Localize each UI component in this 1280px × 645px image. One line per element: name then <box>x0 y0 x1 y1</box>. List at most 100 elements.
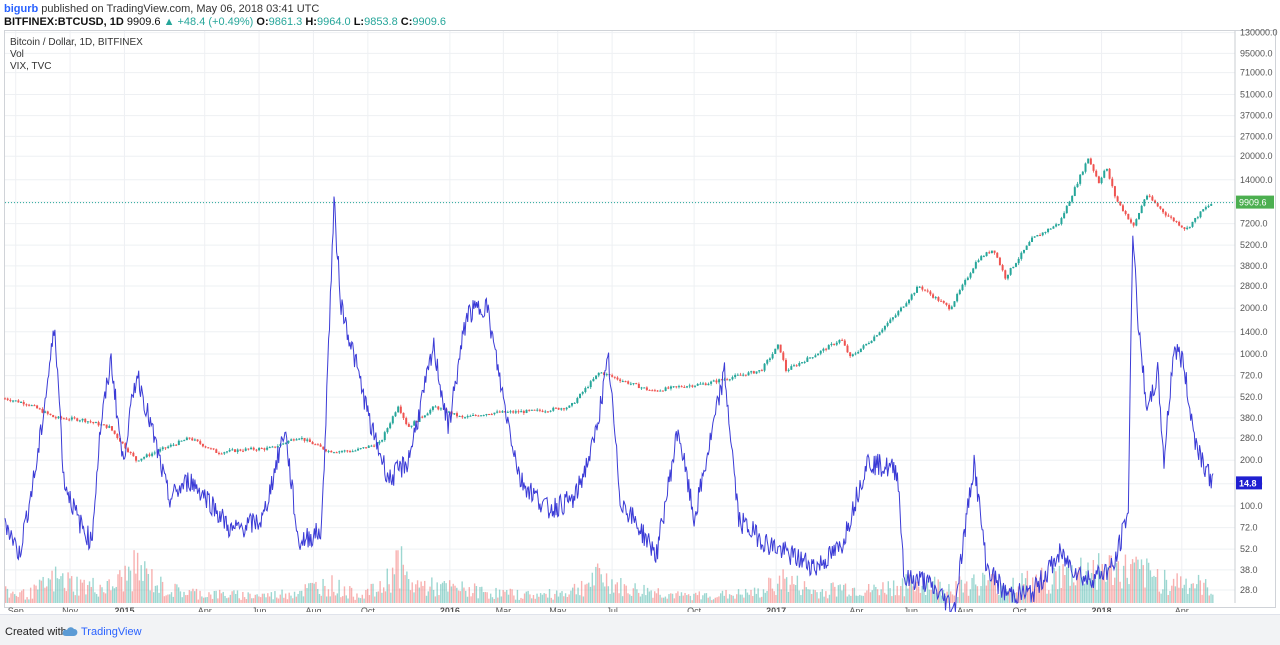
price-candle <box>44 411 47 413</box>
volume-bar <box>258 596 260 603</box>
volume-bar <box>502 589 504 603</box>
volume-bar <box>850 595 852 603</box>
volume-bar <box>37 589 39 603</box>
price-candle <box>958 290 961 295</box>
volume-bar <box>985 585 988 603</box>
price-candle <box>268 447 271 449</box>
tradingview-link[interactable]: TradingView <box>81 626 142 638</box>
volume-bar <box>1048 590 1050 603</box>
price-candle <box>576 398 579 403</box>
price-candle <box>70 417 73 420</box>
volume-bar <box>539 593 542 603</box>
price-candle <box>62 418 65 420</box>
price-candle <box>611 375 614 377</box>
volume-bar <box>46 586 48 603</box>
footer-bar: Created with TradingView <box>0 614 1280 645</box>
x-tick-label: Oct <box>687 606 702 612</box>
volume-bar <box>359 598 362 603</box>
price-candle <box>290 439 293 441</box>
price-candle <box>1068 201 1071 206</box>
author-link[interactable]: bigurb <box>4 3 39 15</box>
price-candle <box>1191 221 1194 227</box>
price-candle <box>712 380 715 382</box>
volume-bar <box>1021 573 1023 603</box>
volume-bar <box>1158 591 1161 603</box>
volume-bar <box>926 580 929 603</box>
price-candle <box>76 418 79 421</box>
price-candle <box>381 440 384 442</box>
last-price-tag <box>1236 195 1274 209</box>
volume-bar <box>570 590 572 603</box>
volume-bar <box>928 589 931 603</box>
volume-bar <box>1156 569 1159 603</box>
volume-bar <box>486 592 488 603</box>
volume-bar <box>1005 589 1007 603</box>
volume-bar <box>991 574 993 603</box>
volume-bar <box>295 596 298 603</box>
volume-bar <box>152 592 155 603</box>
price-candle <box>528 409 531 411</box>
volume-bar <box>5 586 7 603</box>
price-candle <box>1028 242 1031 246</box>
volume-bar <box>56 578 59 603</box>
price-candle <box>474 414 477 416</box>
volume-bar <box>707 597 709 603</box>
volume-bar <box>163 596 166 603</box>
volume-bar <box>693 593 695 603</box>
volume-bar <box>711 600 713 603</box>
open-value: 9861.3 <box>268 16 303 28</box>
volume-bar <box>563 596 565 603</box>
volume-bar <box>108 579 110 603</box>
volume-bar <box>973 574 975 603</box>
volume-bar <box>609 593 611 603</box>
volume-bar <box>265 597 267 603</box>
volume-bar <box>588 582 590 603</box>
volume-bar <box>950 591 952 603</box>
volume-bar <box>240 599 242 603</box>
price-candle <box>1060 218 1063 225</box>
price-candle <box>517 411 520 413</box>
volume-bar <box>1212 594 1214 603</box>
volume-bar <box>47 578 50 603</box>
price-candle <box>1031 237 1034 243</box>
volume-bar <box>753 587 756 603</box>
price-candle <box>276 446 279 448</box>
volume-bar <box>149 590 151 603</box>
legend-volume: Vol <box>10 49 24 60</box>
chart-frame[interactable] <box>4 30 1276 608</box>
volume-bar <box>552 599 554 603</box>
price-candle <box>1188 226 1191 228</box>
price-candle <box>1135 219 1138 226</box>
volume-bar <box>596 563 599 603</box>
price-candle <box>723 379 726 381</box>
volume-bar <box>967 595 970 603</box>
price-candle <box>413 421 416 426</box>
price-candle <box>937 297 940 301</box>
price-candle <box>480 415 483 417</box>
volume-bar <box>300 590 303 603</box>
price-candle <box>1164 212 1167 216</box>
volume-bar <box>912 586 914 603</box>
x-tick-label: Nov <box>62 606 79 612</box>
price-chart[interactable]: 130000.0 95000.0 71000.0 51000.0 37000.0 2700… <box>0 0 1280 612</box>
y-tick-label: 28.0 <box>1240 585 1258 595</box>
volume-bar <box>1096 589 1098 603</box>
price-candle <box>188 437 191 439</box>
volume-bar <box>318 594 321 603</box>
y-tick-label: 52.0 <box>1240 544 1258 554</box>
volume-bar <box>338 579 340 603</box>
volume-bar <box>896 585 898 603</box>
volume-bar <box>802 589 804 603</box>
price-change: ▲ +48.4 (+0.49%) <box>163 16 254 28</box>
price-candle <box>274 446 277 448</box>
open-label: O: <box>256 16 269 28</box>
volume-bar <box>953 595 955 603</box>
volume-bar <box>288 592 290 603</box>
volume-bar <box>95 593 98 603</box>
y-tick-label: 14000.0 <box>1240 175 1273 185</box>
price-candle <box>68 419 71 421</box>
volume-bar <box>1139 569 1141 603</box>
y-tick-label: 7200.0 <box>1240 219 1268 229</box>
price-candle <box>538 409 541 411</box>
volume-bar <box>532 595 535 603</box>
